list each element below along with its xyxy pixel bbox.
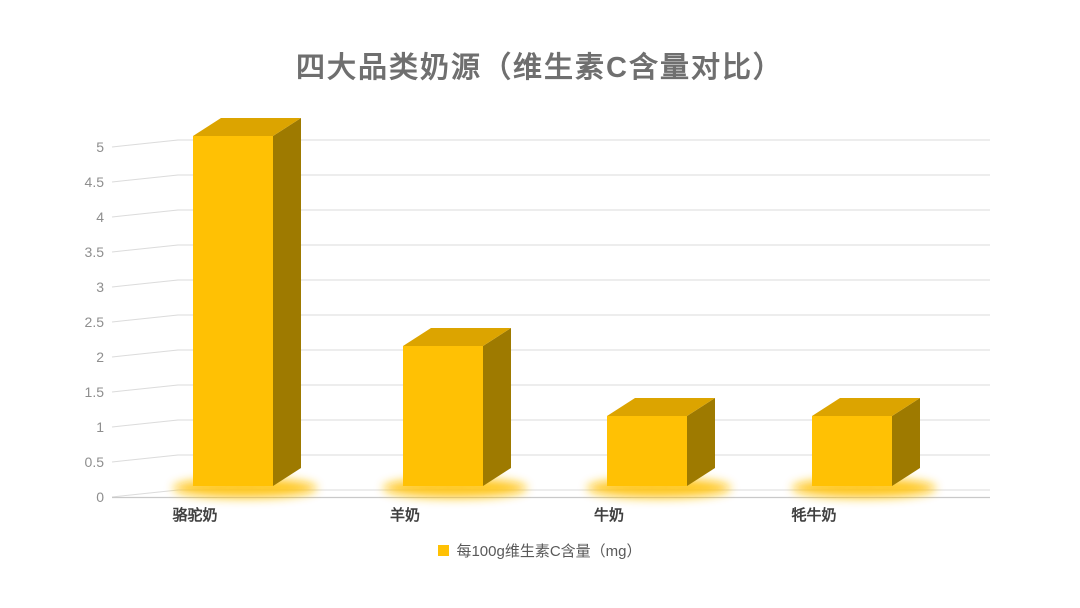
bar-side-face (273, 118, 301, 486)
bar-goat-milk (383, 328, 527, 498)
bar-side-face (483, 328, 511, 486)
legend-marker-square (438, 545, 450, 556)
bar-front-face (193, 136, 273, 486)
gridline-2.5 (111, 314, 990, 323)
y-tick-label-0.5: 0.5 (85, 454, 105, 470)
gridline-5 (111, 139, 990, 148)
bar-top-face (193, 118, 301, 136)
bar-side-face (687, 398, 715, 486)
gridline-1 (111, 419, 990, 428)
bar-cow-milk (587, 398, 731, 498)
bar-front-face (403, 346, 483, 486)
gridline-4.5 (111, 174, 990, 183)
y-tick-label-4.5: 4.5 (85, 174, 105, 190)
bar-top-face (403, 328, 511, 346)
bar-camel-milk (173, 118, 317, 498)
y-tick-label-3: 3 (96, 279, 104, 295)
y-tick-label-4: 4 (96, 209, 104, 225)
y-tick-label-3.5: 3.5 (85, 244, 105, 260)
bar-top-face (812, 398, 920, 416)
bar-top-face (607, 398, 715, 416)
gridline-2 (111, 349, 990, 358)
bar-front-face (812, 416, 892, 486)
gridline-3.5 (111, 244, 990, 253)
y-tick-label-2.5: 2.5 (85, 314, 105, 330)
gridline-3 (111, 279, 990, 288)
y-tick-label-2: 2 (96, 349, 104, 365)
bar-side-face (892, 398, 920, 486)
y-tick-label-0: 0 (96, 489, 104, 505)
legend: 每100g维生素C含量（mg） (0, 540, 1080, 561)
gridline-1.5 (111, 384, 990, 393)
x-category-label-0: 骆驼奶 (172, 506, 217, 524)
y-tick-label-1.5: 1.5 (85, 384, 105, 400)
chart-title: 四大品类奶源（维生素C含量对比） (296, 52, 784, 84)
gridline-4 (111, 209, 990, 218)
bar-yak-milk (792, 398, 936, 498)
x-category-label-3: 牦牛奶 (791, 506, 836, 524)
x-category-label-1: 羊奶 (390, 506, 420, 524)
legend-label: 每100g维生素C含量（mg） (456, 543, 642, 560)
gridline-0.5 (111, 454, 990, 463)
y-tick-label-1: 1 (96, 419, 104, 435)
y-tick-label-5: 5 (96, 139, 104, 155)
bar-front-face (607, 416, 687, 486)
x-category-label-2: 牛奶 (594, 506, 624, 524)
